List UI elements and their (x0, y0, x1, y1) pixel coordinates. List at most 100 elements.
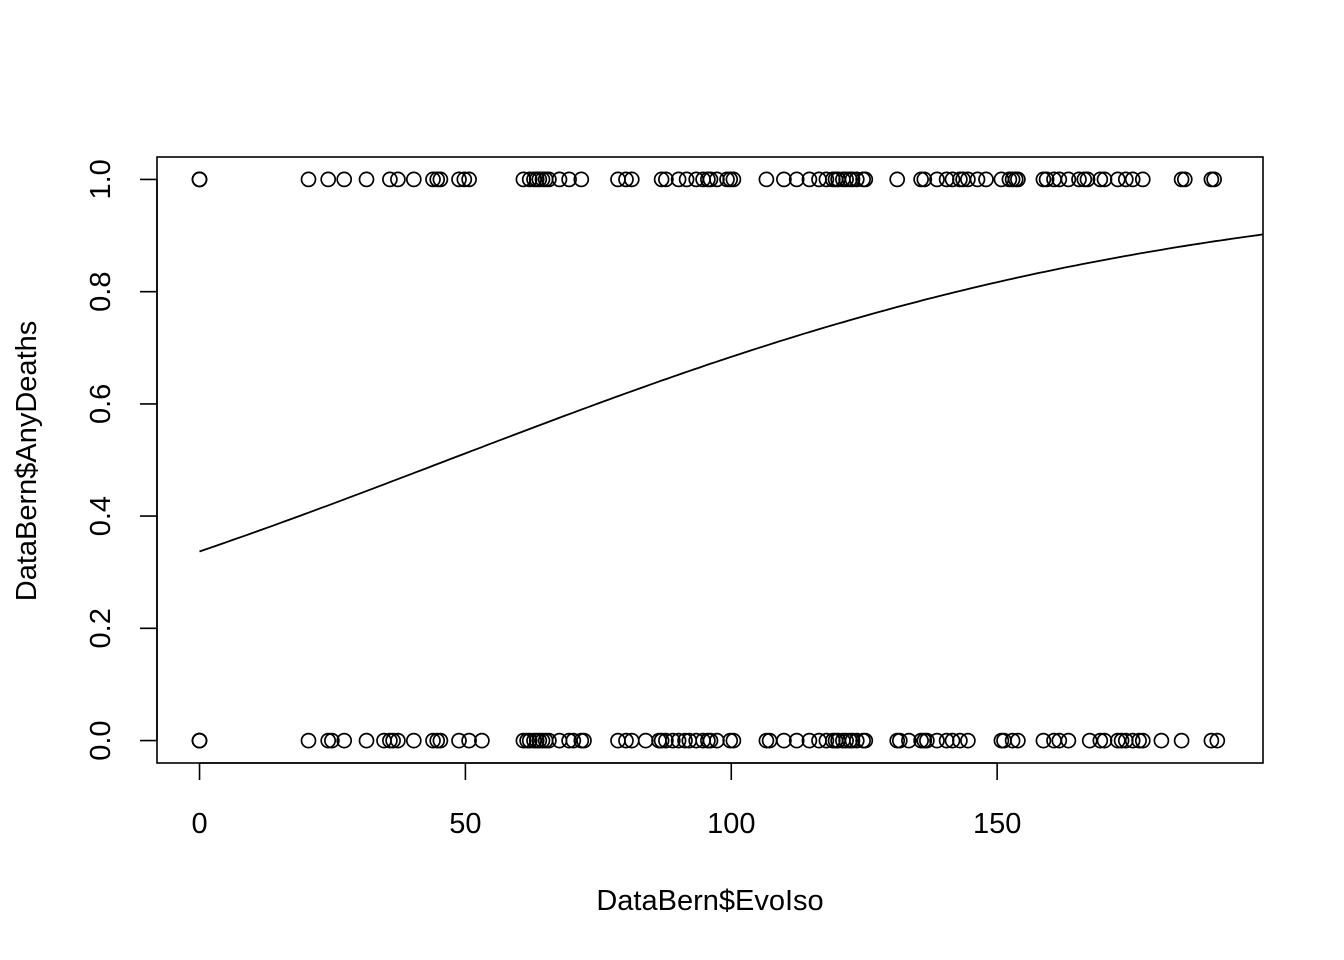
data-point (776, 171, 792, 188)
data-point (801, 171, 818, 188)
data-point (653, 732, 670, 749)
data-point (670, 171, 687, 188)
data-point (722, 732, 739, 749)
data-point (623, 171, 640, 188)
data-point (1092, 171, 1109, 188)
data-point (300, 732, 317, 749)
data-point (678, 171, 695, 188)
data-point (1035, 732, 1052, 749)
data-point (320, 171, 337, 188)
data-point (1038, 171, 1055, 188)
y-tick-label: 0.0 (85, 720, 117, 760)
data-point (390, 171, 406, 188)
data-point (576, 732, 592, 749)
y-tick-label: 0.2 (85, 608, 117, 648)
data-point (561, 171, 577, 188)
data-point (944, 171, 961, 188)
data-point (653, 171, 670, 188)
fitted-curve (199, 233, 1264, 553)
data-point (1113, 732, 1130, 749)
data-point (960, 732, 976, 749)
data-point (929, 171, 945, 188)
data-point (336, 171, 353, 188)
data-point (838, 732, 854, 749)
data-point (191, 732, 208, 749)
data-point (1209, 732, 1226, 749)
data-point (1134, 171, 1151, 188)
data-point (1134, 732, 1151, 749)
data-point (561, 732, 577, 749)
data-point (776, 732, 792, 749)
data-point (405, 171, 422, 188)
data-point (1060, 171, 1077, 188)
data-point (610, 171, 626, 188)
data-point (390, 732, 406, 749)
data-point (618, 732, 634, 749)
data-point (461, 171, 477, 188)
data-point (565, 732, 582, 749)
data-point (573, 171, 590, 188)
data-point (1109, 732, 1126, 749)
data-point (358, 732, 375, 749)
data-point (191, 171, 208, 188)
data-point (919, 732, 935, 749)
data-point (758, 732, 775, 749)
data-point (891, 732, 908, 749)
data-point (952, 732, 968, 749)
data-point (425, 171, 441, 188)
data-point (456, 171, 473, 188)
data-point (978, 171, 994, 188)
x-tick-label: 50 (449, 808, 481, 840)
data-point (1153, 732, 1170, 749)
data-point (658, 732, 674, 749)
data-point (1051, 732, 1068, 749)
data-point (521, 171, 538, 188)
y-tick-label: 1.0 (85, 159, 117, 199)
data-point (913, 171, 929, 188)
data-point (1173, 732, 1190, 749)
data-point (358, 171, 375, 188)
data-point (758, 171, 775, 188)
data-point (1010, 732, 1026, 749)
data-point (1079, 171, 1096, 188)
data-point (1131, 732, 1147, 749)
data-point (725, 732, 742, 749)
data-point (324, 732, 340, 749)
data-point (944, 732, 961, 749)
data-point (1010, 171, 1026, 188)
data-point (541, 171, 557, 188)
data-point (658, 171, 674, 188)
data-point (1051, 171, 1068, 188)
data-point (425, 732, 441, 749)
data-point (451, 171, 467, 188)
data-point (637, 732, 654, 749)
data-point (722, 171, 739, 188)
data-point (1071, 171, 1087, 188)
data-points (191, 171, 1226, 749)
y-tick-label: 0.4 (85, 496, 117, 536)
data-point (788, 732, 805, 749)
data-point (844, 171, 861, 188)
data-point (385, 732, 401, 749)
data-point (320, 732, 337, 749)
data-point (1092, 732, 1109, 749)
y-axis: 0.0 0.2 0.4 0.6 0.8 1.0 (85, 159, 158, 761)
data-point (1176, 171, 1193, 188)
data-point (788, 171, 805, 188)
data-point (1124, 171, 1141, 188)
data-point (848, 171, 865, 188)
data-point (889, 171, 906, 188)
x-tick-label: 100 (707, 808, 755, 840)
data-point (761, 732, 778, 749)
x-axis-title: DataBern$EvoIso (596, 885, 823, 917)
data-point (618, 171, 634, 188)
data-point (818, 732, 835, 749)
x-tick-label: 0 (191, 808, 207, 840)
plot-frame (156, 156, 1264, 764)
data-point (838, 171, 854, 188)
data-point (664, 732, 681, 749)
data-point (1203, 732, 1220, 749)
data-point (405, 732, 422, 749)
data-point (702, 732, 719, 749)
x-tick-label: 150 (973, 808, 1021, 840)
